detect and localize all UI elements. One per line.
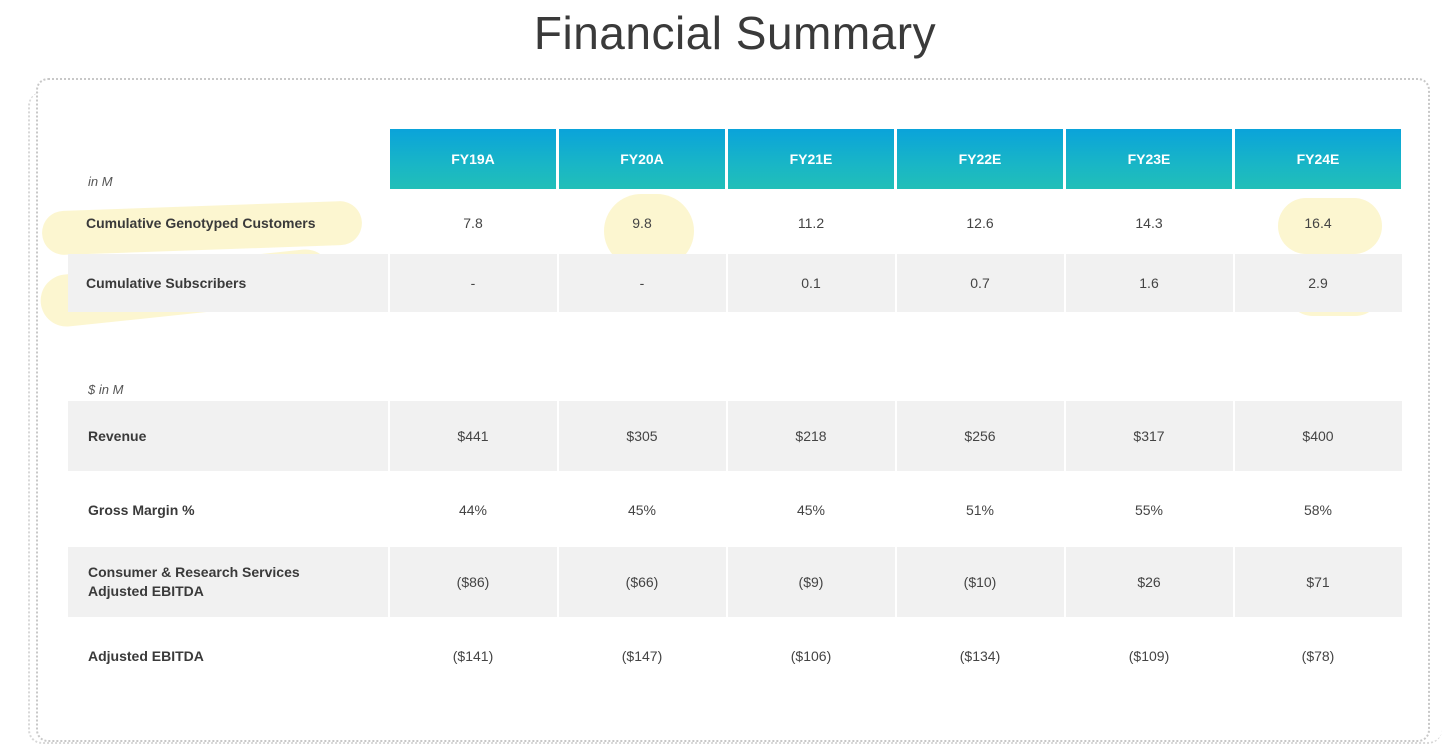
table-cell: ($147) xyxy=(621,648,663,664)
row-label: Consumer & Research Services Adjusted EB… xyxy=(88,564,300,599)
table-cell: 2.9 xyxy=(1308,275,1328,291)
table-cell: ($141) xyxy=(452,648,494,664)
table-cell: $71 xyxy=(1306,574,1330,590)
column-divider xyxy=(895,547,897,617)
column-divider xyxy=(557,401,559,471)
table-row: Adjusted EBITDA ($141) ($147) ($106) ($1… xyxy=(68,619,1402,691)
table-cell: 55% xyxy=(1134,502,1164,518)
table-cell: $317 xyxy=(1133,428,1165,444)
column-divider xyxy=(1233,254,1235,312)
dotted-frame-outer xyxy=(28,92,1442,744)
row-label: Revenue xyxy=(88,428,147,444)
highlight-mark xyxy=(1278,198,1382,254)
table-cell: ($106) xyxy=(790,648,832,664)
table-cell: 44% xyxy=(458,502,488,518)
unit-label-section2: $ in M xyxy=(88,382,124,397)
column-divider xyxy=(726,547,728,617)
row-label: Gross Margin % xyxy=(88,502,195,518)
table-cell: 45% xyxy=(796,502,826,518)
table-cell: 51% xyxy=(965,502,995,518)
table-cell: 12.6 xyxy=(966,215,994,231)
table-row: Consumer & Research Services Adjusted EB… xyxy=(68,547,1402,617)
column-divider xyxy=(557,547,559,617)
table-cell: $256 xyxy=(964,428,996,444)
column-divider xyxy=(1064,254,1066,312)
column-divider xyxy=(1064,547,1066,617)
table-cell: ($86) xyxy=(456,574,490,590)
table-cell: ($78) xyxy=(1301,648,1335,664)
table-cell: $400 xyxy=(1302,428,1334,444)
table-cell: - xyxy=(639,275,645,291)
table-cell: ($10) xyxy=(963,574,997,590)
table-row: Revenue $441 $305 $218 $256 $317 $400 xyxy=(68,401,1402,471)
table-cell: ($134) xyxy=(959,648,1001,664)
column-header-fy19a: FY19A xyxy=(390,129,556,189)
table-cell: $26 xyxy=(1137,574,1161,590)
column-divider xyxy=(557,254,559,312)
table-row: Gross Margin % 44% 45% 45% 51% 55% 58% xyxy=(68,473,1402,545)
table-cell: $218 xyxy=(795,428,827,444)
column-divider xyxy=(1233,547,1235,617)
table-cell: 7.8 xyxy=(463,215,483,231)
table-cell: 16.4 xyxy=(1304,215,1332,231)
unit-label-section1: in M xyxy=(88,174,113,189)
table-cell: 1.6 xyxy=(1139,275,1159,291)
column-divider xyxy=(726,254,728,312)
table-cell: 0.1 xyxy=(801,275,821,291)
table-cell: ($66) xyxy=(625,574,659,590)
column-header-fy22e: FY22E xyxy=(897,129,1063,189)
table-cell: 0.7 xyxy=(970,275,990,291)
table-row: Cumulative Subscribers - - 0.1 0.7 1.6 2… xyxy=(68,254,1402,312)
column-divider xyxy=(388,254,390,312)
page-title: Financial Summary xyxy=(533,7,937,59)
column-header-fy20a: FY20A xyxy=(559,129,725,189)
column-header-fy24e: FY24E xyxy=(1235,129,1401,189)
column-divider xyxy=(1233,401,1235,471)
column-divider xyxy=(895,254,897,312)
table-cell: ($9) xyxy=(798,574,824,590)
column-divider xyxy=(1064,401,1066,471)
column-header-fy21e: FY21E xyxy=(728,129,894,189)
dotted-frame xyxy=(36,78,1430,742)
table-cell: ($109) xyxy=(1128,648,1170,664)
column-divider xyxy=(388,401,390,471)
table-cell: 9.8 xyxy=(632,215,652,231)
table-cell: 58% xyxy=(1303,502,1333,518)
column-header-fy23e: FY23E xyxy=(1066,129,1232,189)
row-label: Adjusted EBITDA xyxy=(88,648,204,664)
table-cell: 45% xyxy=(627,502,657,518)
column-divider xyxy=(726,401,728,471)
table-cell: 11.2 xyxy=(797,215,825,231)
table-row: Cumulative Genotyped Customers 7.8 9.8 1… xyxy=(68,194,1402,252)
row-label: Cumulative Subscribers xyxy=(86,275,247,291)
table-cell: $441 xyxy=(457,428,489,444)
table-cell: 14.3 xyxy=(1135,215,1163,231)
table-cell: $305 xyxy=(626,428,658,444)
column-divider xyxy=(388,547,390,617)
column-divider xyxy=(895,401,897,471)
row-label: Cumulative Genotyped Customers xyxy=(86,215,316,231)
table-cell: - xyxy=(470,275,476,291)
